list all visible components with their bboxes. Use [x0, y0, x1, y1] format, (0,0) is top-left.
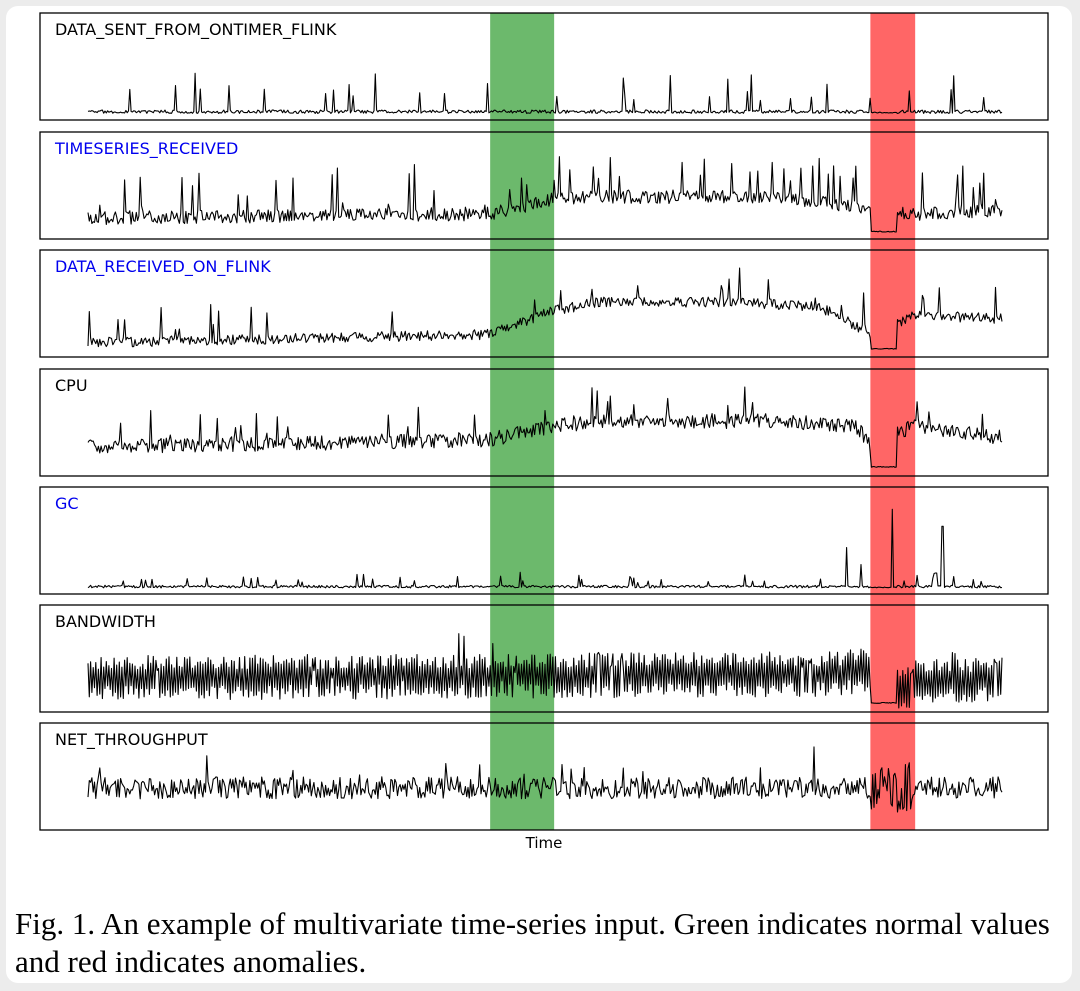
panel-frame: [39, 486, 1049, 595]
series-line-timeseries-received: [87, 156, 1003, 233]
panel-bandwidth: BANDWIDTH: [39, 604, 1049, 713]
panel-data-sent-from-ontimer-flink: DATA_SENT_FROM_ONTIMER_FLINK: [39, 12, 1049, 121]
series-label: DATA_RECEIVED_ON_FLINK: [55, 257, 271, 277]
panel-frame: [39, 12, 1049, 121]
series-line-data-sent-from-ontimer-flink: [87, 72, 1003, 114]
series-label: TIMESERIES_RECEIVED: [54, 139, 238, 159]
series-line-net-throughput: [87, 746, 1003, 813]
panel-net-throughput: NET_THROUGHPUT: [39, 722, 1049, 831]
series-label: DATA_SENT_FROM_ONTIMER_FLINK: [55, 20, 337, 40]
panel-data-received-on-flink: DATA_RECEIVED_ON_FLINK: [39, 249, 1049, 358]
panel-frame: [39, 722, 1049, 831]
panel-frame: [39, 131, 1049, 240]
series-line-bandwidth: [87, 633, 1003, 709]
panel-frame: [39, 604, 1049, 713]
multivariate-timeseries-figure: DATA_SENT_FROM_ONTIMER_FLINK TIMESERIES_R…: [39, 12, 1049, 852]
panel-frame: [39, 368, 1049, 477]
series-label: CPU: [55, 376, 88, 395]
x-axis-label: Time: [525, 834, 563, 852]
panel-gc: GC: [39, 486, 1049, 595]
panel-cpu: CPU: [39, 368, 1049, 477]
series-label: GC: [55, 494, 79, 513]
series-line-cpu: [87, 386, 1003, 468]
series-label: BANDWIDTH: [55, 612, 156, 631]
series-label: NET_THROUGHPUT: [55, 730, 208, 750]
series-line-gc: [87, 508, 1003, 589]
panels: DATA_SENT_FROM_ONTIMER_FLINK TIMESERIES_R…: [39, 12, 1049, 831]
figure-caption: Fig. 1. An example of multivariate time-…: [15, 906, 1050, 979]
panel-frame: [39, 249, 1049, 358]
series-line-data-received-on-flink: [87, 267, 1003, 350]
panel-timeseries-received: TIMESERIES_RECEIVED: [39, 131, 1049, 240]
